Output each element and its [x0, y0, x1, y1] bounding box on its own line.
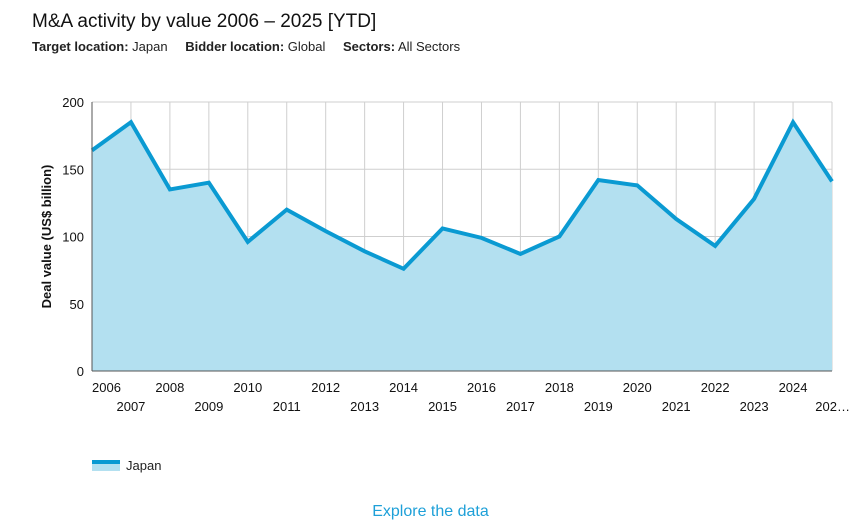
data-point: [324, 229, 328, 233]
x-tick-label: 2015: [428, 399, 457, 414]
data-point: [207, 181, 211, 185]
filter-value: Japan: [132, 39, 168, 54]
filter-bar: Target location: Japan Bidder location: …: [32, 39, 474, 54]
data-point: [441, 226, 445, 230]
chart-title: M&A activity by value 2006 – 2025 [YTD]: [32, 11, 377, 32]
y-tick-label: 50: [70, 297, 84, 312]
data-point: [557, 235, 561, 239]
filter-bidder-location: Bidder location: Global: [185, 39, 325, 54]
x-tick-label: 2018: [545, 380, 574, 395]
explore-data-link[interactable]: Explore the data: [372, 503, 489, 520]
data-point: [791, 120, 795, 124]
legend-fill-icon: [92, 463, 120, 471]
x-tick-label: 2014: [389, 380, 418, 395]
x-tick-label: 2023: [740, 399, 769, 414]
filter-label: Sectors:: [343, 39, 396, 54]
filter-label: Bidder location:: [185, 39, 285, 54]
data-point: [402, 267, 406, 271]
label-layer: 0 50 100 150 200 2006 2007 2008 2009 2010 2011 2012…: [39, 95, 850, 414]
series-line-japan: [90, 118, 834, 272]
x-tick-label: 2013: [350, 399, 379, 414]
x-tick-label: 2022: [701, 380, 730, 395]
data-point: [830, 179, 834, 183]
x-tick-label: 2012: [311, 380, 340, 395]
y-tick-label: 0: [77, 364, 84, 379]
data-point: [596, 178, 600, 182]
x-tick-label: 2008: [155, 380, 184, 395]
x-tick-label: 2007: [116, 399, 145, 414]
data-point: [168, 187, 172, 191]
legend-label-japan: Japan: [126, 458, 162, 473]
x-tick-label: 2009: [194, 399, 223, 414]
y-tick-label: 150: [62, 162, 84, 177]
x-tick-label: 2024: [779, 380, 808, 395]
x-tick-label: 202…: [815, 399, 850, 414]
data-point: [479, 236, 483, 240]
legend[interactable]: Japan: [92, 458, 161, 473]
data-point: [674, 217, 678, 221]
legend-line-icon: [92, 459, 120, 464]
y-axis-title: Deal value (US$ billion): [39, 165, 54, 309]
area-layer: [90, 118, 834, 371]
data-point: [363, 249, 367, 253]
data-point: [285, 208, 289, 212]
filter-target-location: Target location: Japan: [32, 39, 168, 54]
x-tick-label: 2021: [662, 399, 691, 414]
area-fill-japan: [92, 122, 832, 371]
y-tick-label: 100: [62, 230, 84, 245]
filter-value: Global: [287, 39, 326, 54]
filter-sectors: Sectors: All Sectors: [343, 39, 460, 54]
x-tick-label: 2010: [233, 380, 262, 395]
x-tick-label: 2020: [623, 380, 652, 395]
filter-label: Target location:: [32, 39, 129, 54]
axis-layer: [91, 102, 832, 372]
data-point: [635, 183, 639, 187]
data-point: [713, 244, 717, 248]
x-tick-label: 2017: [506, 399, 535, 414]
x-tick-label: 2019: [584, 399, 613, 414]
y-tick-label: 200: [62, 95, 84, 110]
legend-swatch-icon: [92, 459, 120, 472]
x-tick-label: 2011: [273, 399, 301, 414]
area-chart: 0 50 100 150 200 2006 2007 2008 2009 2010 2011 2012…: [39, 95, 850, 414]
x-tick-label: 2006: [92, 380, 121, 395]
filter-value: All Sectors: [397, 39, 461, 54]
x-tick-label: 2016: [467, 380, 496, 395]
data-point: [752, 197, 756, 201]
data-point: [129, 120, 133, 124]
data-point: [518, 252, 522, 256]
data-point: [246, 240, 250, 244]
